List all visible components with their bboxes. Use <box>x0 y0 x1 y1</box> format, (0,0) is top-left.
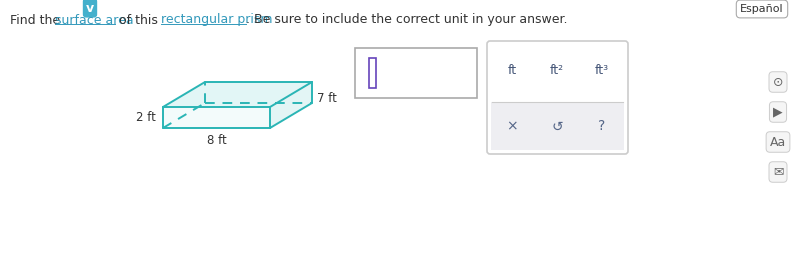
Text: surface area: surface area <box>55 14 134 26</box>
Text: ⊙: ⊙ <box>773 76 783 89</box>
Text: ▶: ▶ <box>773 106 783 119</box>
Text: . Be sure to include the correct unit in your answer.: . Be sure to include the correct unit in… <box>246 14 568 26</box>
Bar <box>369 58 376 88</box>
Text: rectangular prism: rectangular prism <box>162 14 273 26</box>
FancyBboxPatch shape <box>487 41 628 154</box>
Polygon shape <box>163 82 312 107</box>
Bar <box>355 48 477 98</box>
Bar <box>491 102 624 150</box>
Polygon shape <box>270 82 312 128</box>
Text: 7 ft: 7 ft <box>317 92 337 105</box>
Text: 2 ft: 2 ft <box>136 111 156 124</box>
Text: Español: Español <box>740 4 784 14</box>
Text: 8 ft: 8 ft <box>206 134 226 147</box>
Text: v: v <box>86 2 94 15</box>
Text: of this: of this <box>115 14 162 26</box>
Text: ft²: ft² <box>550 64 564 77</box>
Text: ↺: ↺ <box>551 119 563 133</box>
Text: Find the: Find the <box>10 14 64 26</box>
Text: ×: × <box>506 119 518 133</box>
Text: ✉: ✉ <box>773 166 783 178</box>
Polygon shape <box>163 107 270 128</box>
Text: Aa: Aa <box>770 136 786 148</box>
Text: ft: ft <box>507 64 517 77</box>
Text: ?: ? <box>598 119 606 133</box>
Text: ft³: ft³ <box>595 64 609 77</box>
